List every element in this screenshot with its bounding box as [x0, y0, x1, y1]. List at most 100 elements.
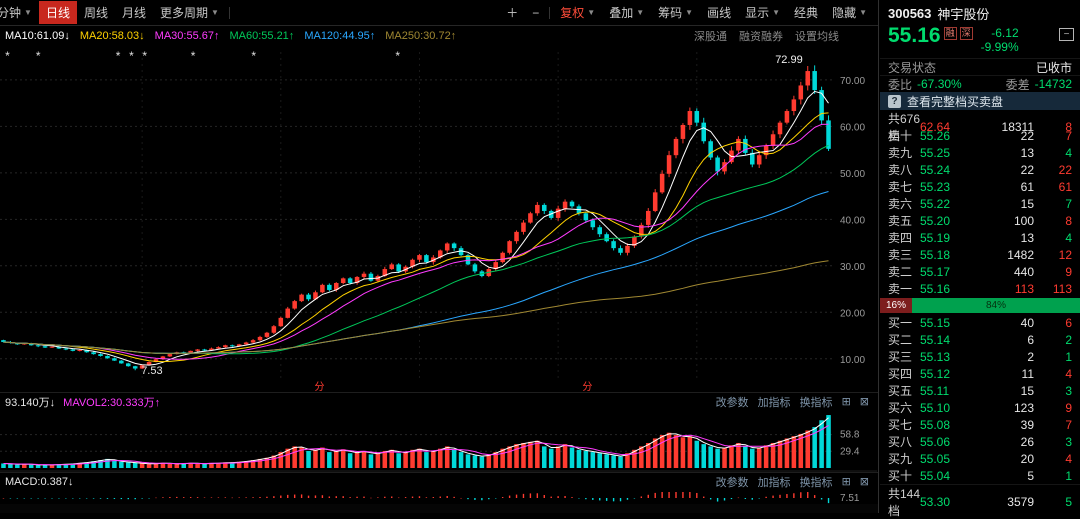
bid-summary-row[interactable]: 共144档 53.30 3579 5 — [880, 484, 1080, 518]
level2-link-text: 查看完整档买卖盘 — [907, 94, 1004, 109]
macd-pane-header: MACD:0.387↓ 改参数 加指标 换指标 ⊞ ⊠ — [0, 472, 878, 490]
pane-button-2[interactable]: 换指标 — [799, 396, 833, 409]
bid-price: 55.11 — [920, 383, 950, 398]
ask-quantity: 100 — [1013, 213, 1034, 228]
bid-price: 55.04 — [920, 468, 951, 483]
pane-button-0[interactable]: 改参数 — [715, 476, 749, 489]
bid-row-10[interactable]: 买十 55.04 5 1 — [880, 467, 1080, 484]
ask-price: 55.16 — [920, 281, 951, 296]
trade-status-value: 已收市 — [1035, 60, 1072, 75]
svg-text:*: * — [129, 49, 134, 63]
tab-minute[interactable]: 分钟 ▼ — [0, 6, 32, 20]
pane-button-0[interactable]: 改参数 — [715, 396, 749, 409]
ask-order-count: 7 — [1065, 196, 1072, 211]
svg-text:29.4: 29.4 — [840, 446, 860, 457]
bid-level-label: 买三 — [888, 350, 913, 364]
ask-row-2[interactable]: 卖九 55.25 13 4 — [880, 144, 1080, 161]
bid-order-count: 6 — [1065, 315, 1072, 330]
ask-order-count: 4 — [1065, 145, 1072, 160]
quote-panel: 300563 神宇股份 55.16 融深 -6.12 -9.99% − 交易状态… — [880, 0, 1080, 518]
ask-summary-row[interactable]: 共676档 62.64 18311 8 — [880, 110, 1080, 143]
chevron-down-icon: ▼ — [685, 8, 694, 17]
level2-promo-link[interactable]: ? 查看完整档买卖盘 — [880, 92, 1080, 110]
chart-link-2[interactable]: 设置均线 — [795, 31, 839, 43]
close-pane-icon[interactable]: ⊠ — [859, 476, 869, 488]
tab-more-periods[interactable]: 更多周期 ▼ — [159, 6, 219, 20]
ask-row-4[interactable]: 卖七 55.23 61 61 — [880, 178, 1080, 195]
ask-row-10[interactable]: 卖一 55.16 113 113 — [880, 280, 1080, 297]
zoom-out-button[interactable]: − — [532, 5, 540, 20]
expand-pane-icon[interactable]: ⊞ — [841, 476, 851, 488]
ask-row-8[interactable]: 卖三 55.18 1482 12 — [880, 246, 1080, 263]
price-block: 55.16 融深 -6.12 -9.99% − — [880, 22, 1080, 58]
bid-row-2[interactable]: 买二 55.14 6 2 — [880, 331, 1080, 348]
overlay-button[interactable]: 叠加 ▼ — [609, 6, 645, 20]
chart-link-1[interactable]: 融资融券 — [739, 31, 783, 43]
tab-monthly[interactable]: 月线 — [121, 6, 146, 20]
bid-order-count: 4 — [1065, 366, 1072, 381]
bid-level-label: 买六 — [888, 401, 913, 415]
bid-row-5[interactable]: 买五 55.11 15 3 — [880, 382, 1080, 399]
ask-level-label: 卖十 — [888, 129, 913, 143]
weicha-label: 委差 — [1005, 77, 1030, 92]
svg-text:*: * — [395, 49, 400, 63]
chart-tool-buttons: ＋ − 复权 ▼ 叠加 ▼ 筹码 ▼ 画线 显示 ▼ 经典 隐藏 ▼ — [499, 1, 874, 24]
bid-row-6[interactable]: 买六 55.10 123 9 — [880, 399, 1080, 416]
ma-label-2: MA30:55.67↑ — [154, 30, 220, 42]
hide-button[interactable]: 隐藏 ▼ — [832, 6, 867, 20]
bid-row-4[interactable]: 买四 55.12 11 4 — [880, 365, 1080, 382]
chart-column: 分钟 ▼ 日线 周线 月线 更多周期 ▼ ＋ − 复权 ▼ 叠加 ▼ 筹码 ▼ 画线 显示 ▼ 经典 隐藏 ▼ MA1… — [0, 0, 879, 513]
ask-row-9[interactable]: 卖二 55.17 440 9 — [880, 263, 1080, 280]
display-button[interactable]: 显示 ▼ — [745, 6, 781, 20]
chevron-down-icon: ▼ — [211, 8, 219, 17]
bid-row-1[interactable]: 买一 55.15 40 6 — [880, 314, 1080, 331]
zoom-in-button[interactable]: ＋ — [506, 6, 519, 20]
ask-row-3[interactable]: 卖八 55.24 22 22 — [880, 161, 1080, 178]
weibi-value: -67.30% — [917, 77, 962, 91]
bid-row-3[interactable]: 买三 55.13 2 1 — [880, 348, 1080, 365]
ask-level-label: 卖三 — [888, 248, 913, 262]
volume-chart[interactable]: 58.8 29.4 — [0, 410, 877, 472]
help-icon: ? — [888, 94, 901, 108]
bid-ask-ratio-bar: 16% 84% — [880, 298, 1080, 313]
bottom-strip — [0, 504, 878, 513]
bid-order-count: 9 — [1065, 400, 1072, 415]
adjust-price-button[interactable]: 复权 ▼ — [560, 6, 596, 20]
ask-row-7[interactable]: 卖四 55.19 13 4 — [880, 229, 1080, 246]
pane-button-1[interactable]: 加指标 — [757, 476, 791, 489]
bid-ratio-segment: 16% — [880, 298, 912, 313]
svg-text:分: 分 — [314, 381, 324, 392]
ask-price: 55.22 — [920, 196, 951, 211]
svg-text:30.00: 30.00 — [840, 262, 865, 273]
expand-pane-icon[interactable]: ⊞ — [841, 396, 851, 408]
ask-quantity: 15 — [1020, 196, 1034, 211]
bid-order-count: 2 — [1065, 332, 1072, 347]
stock-badge-0: 融 — [943, 27, 957, 40]
tab-weekly[interactable]: 周线 — [83, 6, 108, 20]
bid-quantity: 11 — [1021, 366, 1034, 381]
main-candlestick-chart[interactable]: 70.00 60.00 50.00 40.00 30.00 20.00 10.00 * * * * *… — [0, 46, 877, 392]
ask-row-1[interactable]: 卖十 55.26 22 7 — [880, 127, 1080, 144]
chip-button[interactable]: 筹码 ▼ — [658, 6, 694, 20]
close-pane-icon[interactable]: ⊠ — [859, 396, 869, 408]
chart-link-0[interactable]: 深股通 — [694, 31, 727, 43]
ask-row-6[interactable]: 卖五 55.20 100 8 — [880, 212, 1080, 229]
bid-quantity: 15 — [1020, 383, 1034, 398]
minimize-panel-icon[interactable]: − — [1059, 28, 1074, 41]
bid-row-9[interactable]: 买九 55.05 20 4 — [880, 450, 1080, 467]
ask-order-count: 4 — [1065, 230, 1072, 245]
bid-row-8[interactable]: 买八 55.06 26 3 — [880, 433, 1080, 450]
volume-pane-header: 93.140万↓ MAVOL2:30.333万↑ 改参数 加指标 换指标 ⊞ ⊠ — [0, 392, 878, 410]
ask-level-label: 卖七 — [888, 180, 913, 194]
toolbar-divider — [549, 6, 551, 19]
ask-summary-qty: 18311 — [1001, 120, 1034, 134]
classic-button[interactable]: 经典 — [794, 6, 819, 20]
bid-row-7[interactable]: 买七 55.08 39 7 — [880, 416, 1080, 433]
macd-chart[interactable]: 7.51 — [0, 490, 877, 504]
ask-row-5[interactable]: 卖六 55.22 15 7 — [880, 195, 1080, 212]
draw-line-button[interactable]: 画线 — [707, 6, 732, 20]
ask-level-label: 卖六 — [888, 197, 913, 211]
pane-button-1[interactable]: 加指标 — [757, 396, 791, 409]
pane-button-2[interactable]: 换指标 — [799, 476, 833, 489]
tab-daily[interactable]: 日线 — [38, 1, 77, 24]
